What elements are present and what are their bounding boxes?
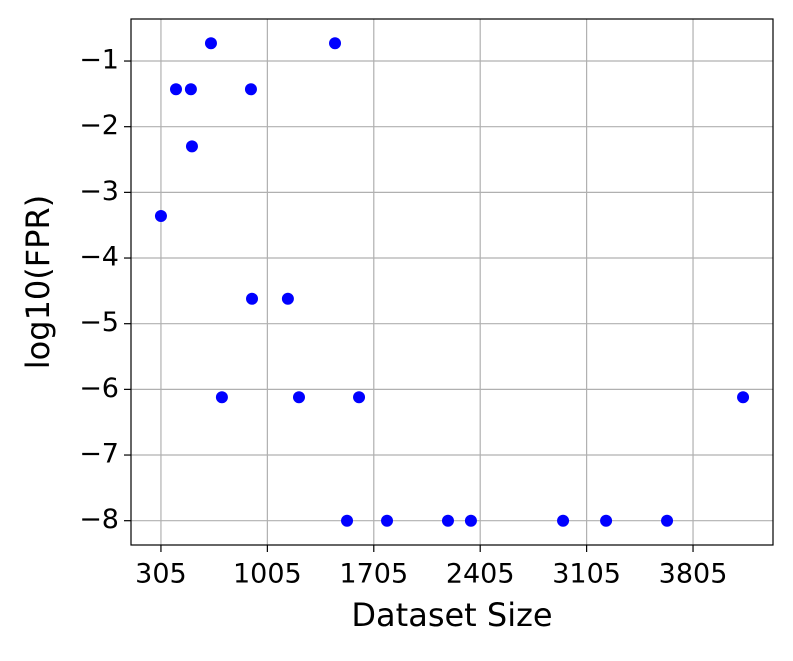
y-tick-label: −2 bbox=[79, 110, 119, 141]
point bbox=[204, 37, 217, 50]
point bbox=[154, 210, 167, 223]
point bbox=[381, 514, 394, 527]
x-tick-label: 3105 bbox=[552, 559, 621, 590]
point bbox=[600, 514, 613, 527]
point bbox=[737, 391, 750, 404]
point bbox=[169, 83, 182, 96]
point bbox=[464, 514, 477, 527]
x-tick-label: 3805 bbox=[659, 559, 728, 590]
point bbox=[441, 514, 454, 527]
x-tick-label: 305 bbox=[135, 559, 187, 590]
point bbox=[341, 514, 354, 527]
y-tick-label: −3 bbox=[79, 176, 119, 207]
y-axis-label: log10(FPR) bbox=[19, 195, 57, 369]
x-tick-label: 2405 bbox=[446, 559, 515, 590]
point bbox=[184, 83, 197, 96]
plot-frame bbox=[130, 18, 774, 546]
x-axis-label: Dataset Size bbox=[351, 596, 552, 634]
point bbox=[292, 391, 305, 404]
y-tick-label: −4 bbox=[79, 242, 119, 273]
y-tick-label: −6 bbox=[79, 373, 119, 404]
point bbox=[185, 140, 198, 153]
y-tick-label: −1 bbox=[79, 45, 119, 76]
point bbox=[281, 292, 294, 305]
point bbox=[246, 292, 259, 305]
y-tick-label: −8 bbox=[79, 504, 119, 535]
x-tick-label: 1005 bbox=[233, 559, 302, 590]
x-tick-label: 1705 bbox=[339, 559, 408, 590]
point bbox=[353, 391, 366, 404]
y-tick-label: −5 bbox=[79, 307, 119, 338]
y-tick-label: −7 bbox=[79, 439, 119, 470]
point bbox=[557, 514, 570, 527]
point bbox=[329, 37, 342, 50]
point bbox=[244, 83, 257, 96]
point bbox=[661, 514, 674, 527]
point bbox=[215, 391, 228, 404]
